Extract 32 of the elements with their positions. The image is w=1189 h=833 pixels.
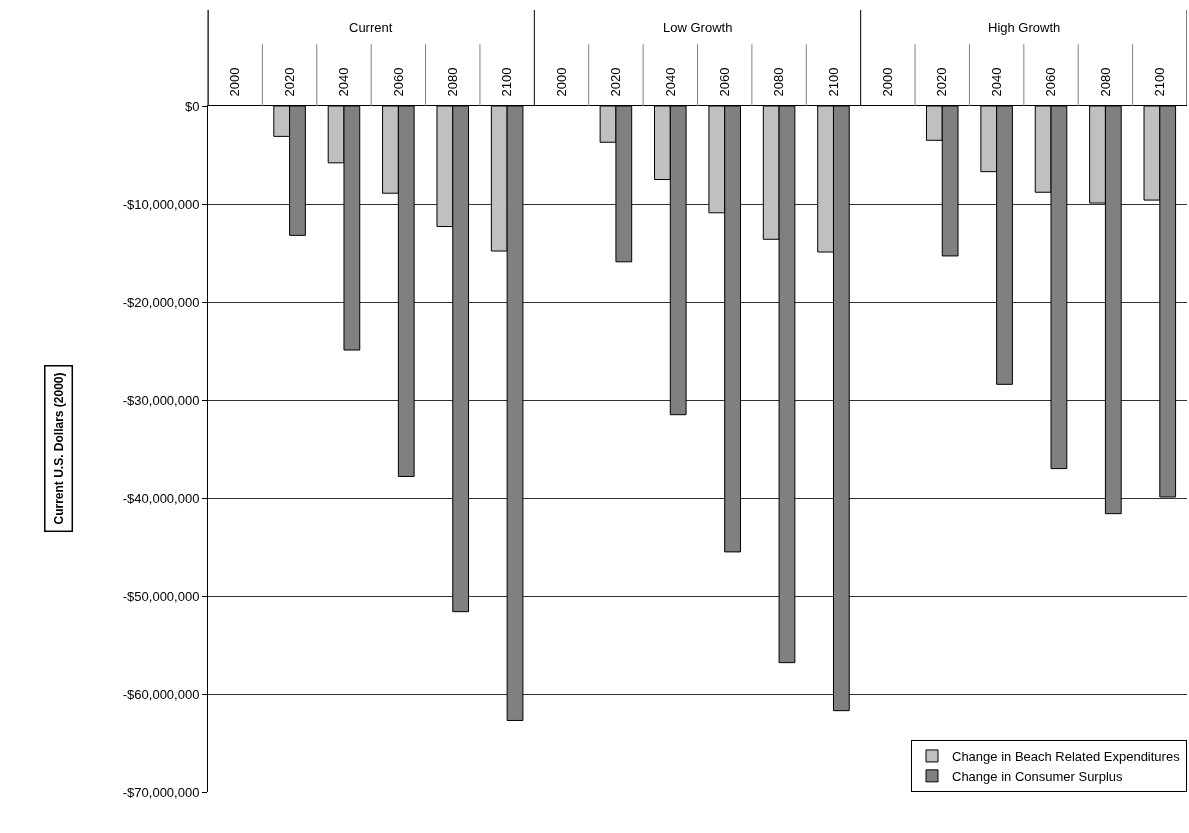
x-tick-label: 2000: [880, 67, 896, 97]
x-tick-label: 2040: [988, 67, 1004, 97]
x-tick-label: 2000: [553, 67, 569, 97]
x-tick-label: 2040: [336, 67, 352, 97]
x-tick-label: 2020: [934, 67, 950, 97]
y-tick-label: -$70,000,000: [122, 784, 200, 800]
y-tick-label: -$20,000,000: [122, 294, 200, 310]
x-tick-label: 2100: [1152, 67, 1168, 97]
legend-label: Change in Beach Related Expenditures: [952, 749, 1181, 765]
x-tick-label: 2040: [662, 67, 678, 97]
y-tick-label: -$30,000,000: [122, 392, 200, 408]
y-tick-label: $0: [184, 98, 200, 114]
text: High Growth: [988, 20, 1061, 35]
text: Current: [349, 20, 393, 35]
y-axis-title: Current U.S. Dollars (2000): [51, 372, 66, 525]
y-tick-label: -$40,000,000: [122, 490, 200, 506]
x-tick-label: 2100: [499, 67, 515, 97]
x-tick-label: 2000: [227, 67, 243, 97]
y-tick-label: -$10,000,000: [122, 196, 200, 212]
x-tick-label: 2060: [1043, 67, 1059, 97]
y-tick-label: -$60,000,000: [122, 686, 200, 702]
x-tick-label: 2080: [1097, 67, 1113, 97]
x-tick-label: 2080: [444, 67, 460, 97]
y-tick-label: -$50,000,000: [122, 588, 200, 604]
x-tick-label: 2060: [716, 67, 732, 97]
legend-label: Change in Consumer Surplus: [952, 768, 1124, 784]
x-tick-label: 2100: [825, 67, 841, 97]
text: Low Growth: [663, 20, 733, 35]
x-tick-label: 2020: [608, 67, 624, 97]
x-tick-label: 2060: [390, 67, 406, 97]
x-tick-label: 2080: [771, 67, 787, 97]
x-tick-label: 2020: [281, 67, 297, 97]
